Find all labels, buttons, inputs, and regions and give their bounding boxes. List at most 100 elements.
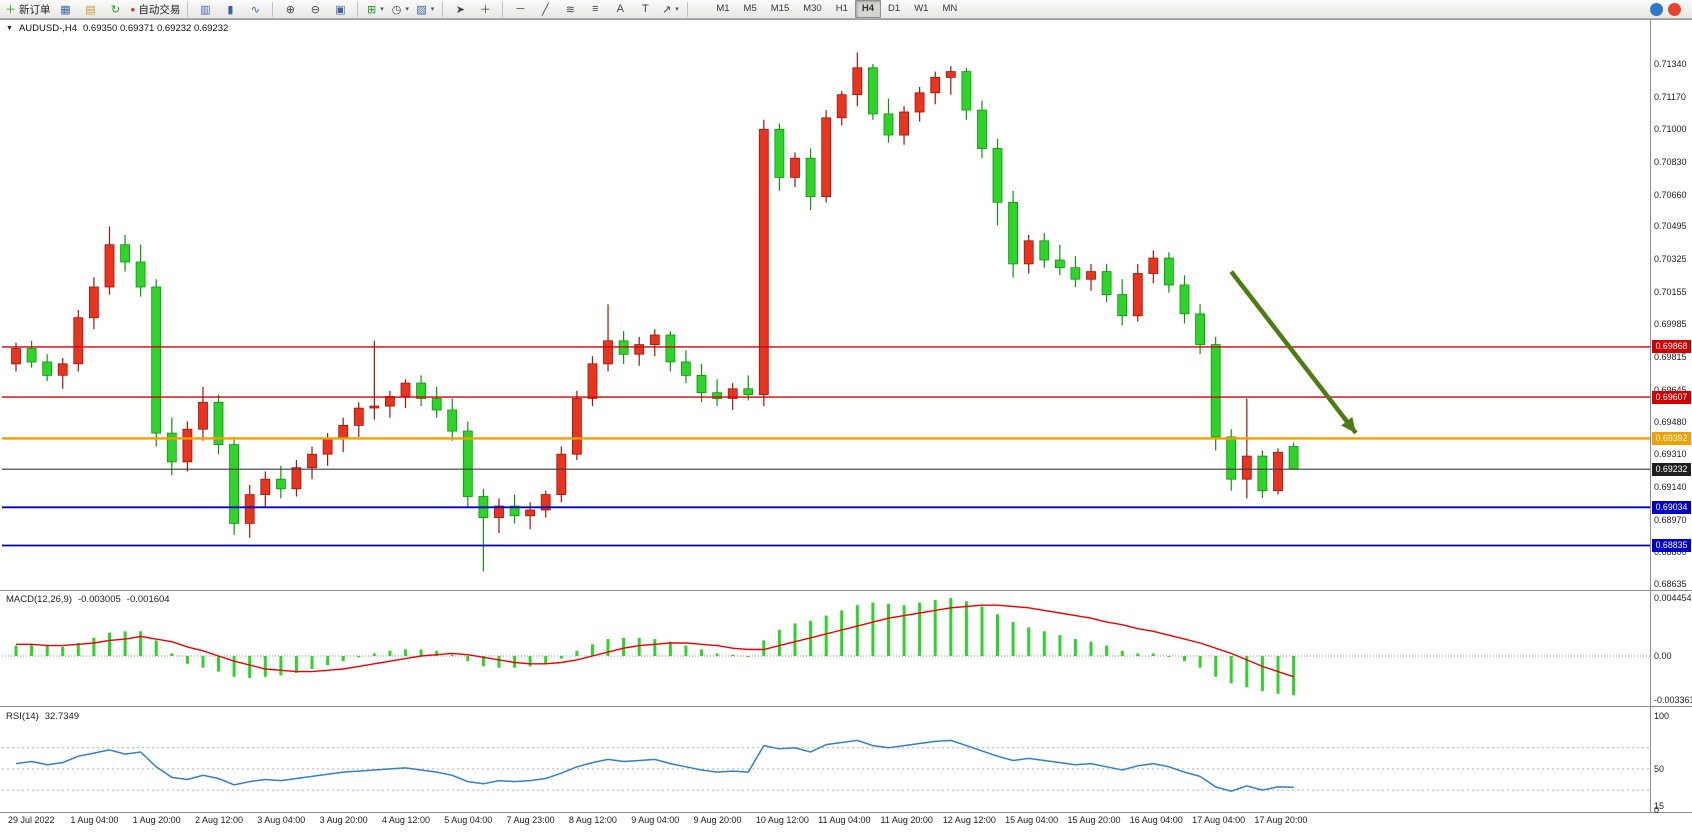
rsi-axis-tick: 50 (1654, 763, 1665, 774)
zoom-in-button[interactable]: ⊕ (285, 3, 295, 16)
timeframe-button-d1[interactable]: D1 (888, 3, 901, 14)
price-axis-tick: 0.69140 (1654, 481, 1687, 492)
toolbar-separator (687, 1, 689, 17)
time-axis-label: 9 Aug 04:00 (631, 815, 680, 825)
time-axis-label: 10 Aug 12:00 (755, 815, 809, 825)
chevron-down-icon: ▾ (380, 6, 384, 13)
price-tag: 0.69607 (1652, 390, 1691, 404)
time-axis-label: 1 Aug 04:00 (70, 815, 119, 825)
arrows-tool-button[interactable]: ↗ ▾ (661, 3, 679, 16)
macd-signal-value: -0.001604 (126, 594, 170, 605)
price-axis-tick: 0.69985 (1654, 319, 1687, 330)
rsi-title: RSI(14) (6, 711, 39, 722)
refresh-icon[interactable]: ↻ (110, 3, 121, 16)
channel-button[interactable]: ≋ (565, 3, 575, 16)
toolbar-right-icons (1650, 2, 1689, 16)
timeframe-button-m15[interactable]: M15 (770, 3, 790, 14)
horizontal-line-button[interactable]: ─ (516, 3, 525, 15)
new-chart-button[interactable]: ⊞ ▾ (366, 3, 384, 16)
price-axis-tick: 0.70830 (1654, 156, 1687, 167)
timeframe-button-m30[interactable]: M30 (803, 3, 822, 14)
price-axis-tick: 0.68635 (1654, 578, 1687, 589)
price-axis-tick: 0.71170 (1654, 91, 1686, 102)
price-axis-tick: 0.71340 (1654, 58, 1687, 69)
time-axis-label: 11 Aug 04:00 (818, 815, 871, 825)
price-axis-tick: 0.71000 (1654, 124, 1687, 135)
toolbar-separator (187, 1, 189, 17)
chart-symbol-period: AUDUSD-,H4 (18, 23, 77, 34)
price-tag: 0.68835 (1652, 539, 1691, 552)
time-axis-label: 4 Aug 12:00 (381, 815, 430, 825)
price-axis-tick: 0.69815 (1654, 352, 1687, 363)
macd-panel-label: MACD(12,26,9) -0.003005 -0.001604 (6, 594, 170, 605)
time-axis-label: 17 Aug 20:00 (1254, 815, 1308, 825)
chart-ohlc-values: 0.69350 0.69371 0.69232 0.69232 (83, 23, 229, 34)
price-axis-tick: 0.70660 (1654, 189, 1687, 200)
price-axis-tick: 0.70155 (1654, 286, 1687, 297)
toolbar-separator (502, 1, 504, 17)
trendline-button[interactable]: ╱ (542, 3, 549, 16)
templates-button[interactable]: ▨ ▾ (416, 3, 435, 16)
price-axis-tick: 0.69645 (1654, 385, 1687, 395)
chevron-down-icon: ▾ (430, 6, 435, 13)
candlestick-chart-button[interactable]: ▮ (227, 3, 234, 16)
price-tag: 0.69034 (1652, 500, 1691, 514)
price-tag: 0.69232 (1652, 462, 1691, 476)
bar-chart-button[interactable]: ▥ (200, 3, 211, 16)
cursor-button[interactable]: ➤ (455, 3, 465, 16)
timeframe-button-h4[interactable]: H4 (854, 0, 882, 18)
new-order-icon: ＋ (5, 4, 16, 16)
tile-windows-button[interactable]: ▣ (335, 3, 346, 16)
time-axis-label: 8 Aug 12:00 (568, 815, 617, 825)
zoom-out-button[interactable]: ⊖ (310, 3, 320, 16)
chart-window (0, 19, 1692, 840)
time-axis-label: 16 Aug 04:00 (1129, 815, 1183, 825)
time-axis-label: 5 Aug 04:00 (444, 815, 493, 825)
timeframe-button-w1[interactable]: W1 (914, 3, 929, 14)
macd-axis-tick: 0.004454 (1654, 593, 1692, 603)
profiles-icon[interactable]: ▤ (85, 3, 96, 16)
rsi-axis-tick: 15 (1654, 800, 1665, 811)
price-axis-tick: 0.70495 (1654, 221, 1687, 232)
charts-grid-icon[interactable]: ▦ (60, 3, 71, 16)
time-axis-label: 2 Aug 12:00 (194, 815, 243, 825)
time-axis-label: 11 Aug 20:00 (880, 815, 933, 825)
rsi-axis-tick: 100 (1654, 711, 1670, 721)
text-label-button[interactable]: T (641, 3, 649, 15)
price-axis-tick: 0.69310 (1654, 449, 1687, 460)
text-button[interactable]: A (616, 3, 625, 15)
crosshair-button[interactable]: ＋ (479, 4, 491, 16)
timeframe-button-m5[interactable]: M5 (743, 3, 757, 14)
timeframe-button-mn[interactable]: MN (942, 3, 958, 14)
macd-axis-tick: -0.003361 (1654, 694, 1692, 705)
time-axis-label: 15 Aug 20:00 (1067, 815, 1121, 825)
price-axis-tick: 0.69480 (1654, 416, 1687, 427)
main-toolbar: ＋ 新订单 ▦ ▤ ↻ ● 自动交易 ▥ ▮ ∿ ⊕ ⊖ ▣ ⊞ ▾ ◷ ▾ ▨ ▾ … (0, 0, 1692, 19)
notification-blue-icon[interactable] (1650, 2, 1663, 16)
auto-trading-status-icon: ● (130, 4, 136, 14)
line-chart-button[interactable]: ∿ (250, 3, 260, 16)
price-tag: 0.69868 (1652, 340, 1691, 354)
auto-trading-label: 自动交易 (138, 3, 181, 16)
new-order-button[interactable]: ＋ 新订单 (3, 1, 53, 18)
timeframe-button-h1[interactable]: H1 (835, 3, 848, 14)
macd-main-value: -0.003005 (78, 594, 121, 605)
time-axis-label: 1 Aug 20:00 (132, 815, 181, 825)
chevron-down-icon: ▾ (405, 6, 409, 13)
notification-red-icon[interactable] (1668, 2, 1681, 16)
toolbar-separator (272, 1, 274, 17)
price-axis-tick: 0.68800 (1654, 547, 1687, 558)
time-axis-label: 12 Aug 12:00 (942, 815, 996, 825)
toolbar-separator (442, 1, 444, 17)
collapse-chart-icon[interactable]: ▼ (6, 25, 13, 32)
chevron-down-icon: ▾ (675, 6, 679, 13)
time-axis-label: 29 Jul 2022 (8, 815, 55, 825)
fibonacci-button[interactable]: ≡ (592, 3, 599, 15)
new-order-label: 新订单 (19, 3, 51, 16)
auto-trading-button[interactable]: ● 自动交易 (129, 1, 183, 18)
timeframe-button-m1[interactable]: M1 (716, 3, 730, 14)
periods-button[interactable]: ◷ ▾ (391, 3, 409, 16)
macd-axis-tick: 0.00 (1654, 651, 1672, 661)
price-axis-tick: 0.70325 (1654, 254, 1687, 265)
